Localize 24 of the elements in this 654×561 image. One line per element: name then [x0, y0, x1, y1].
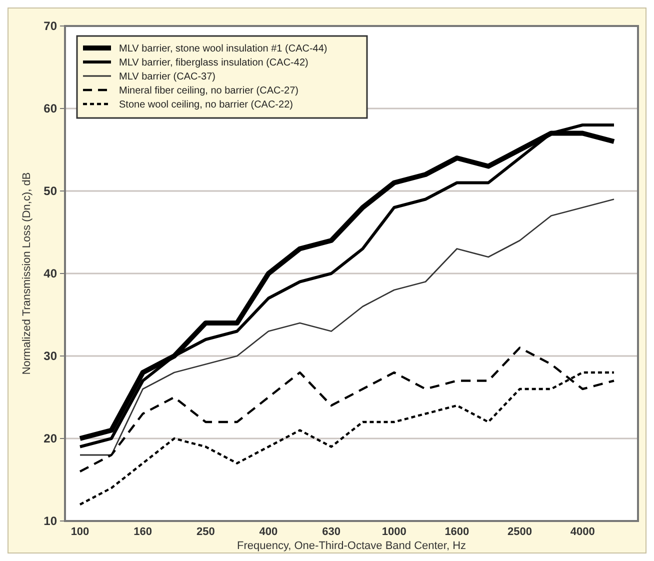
y-tick-label: 60 — [44, 102, 58, 116]
y-tick-label: 10 — [44, 514, 58, 528]
x-tick-label: 1000 — [382, 526, 406, 538]
legend-label: Mineral fiber ceiling, no barrier (CAC-27) — [119, 86, 299, 96]
y-tick-label: 70 — [44, 19, 58, 34]
y-axis-title: Normalized Transmission Loss (Dn,c), dB — [21, 172, 33, 375]
x-tick-label: 250 — [196, 526, 215, 538]
x-tick-label: 4000 — [570, 526, 595, 538]
x-tick-label: 2500 — [508, 526, 532, 538]
legend-label: Stone wool ceiling, no barrier (CAC-22) — [119, 100, 293, 110]
y-tick-label: 30 — [44, 349, 58, 364]
legend-label: MLV barrier, stone wool insulation #1 (CAC-44) — [119, 44, 328, 54]
legend-label: MLV barrier (CAC-37) — [119, 72, 216, 82]
x-axis-title: Frequency, One-Third-Octave Band Center, Hz — [236, 540, 466, 552]
x-tick-label: 1600 — [444, 526, 470, 538]
y-tick-label: 40 — [44, 266, 58, 281]
legend-label: MLV barrier, fiberglass insulation (CAC-42) — [119, 58, 308, 68]
x-tick-label: 400 — [259, 526, 278, 538]
y-tick-label: 50 — [44, 184, 58, 198]
y-tick-label: 20 — [44, 432, 58, 446]
x-tick-label: 100 — [70, 526, 90, 538]
x-tick-label: 630 — [322, 526, 340, 538]
x-tick-label: 160 — [134, 526, 152, 538]
line-series — [79, 198, 615, 456]
